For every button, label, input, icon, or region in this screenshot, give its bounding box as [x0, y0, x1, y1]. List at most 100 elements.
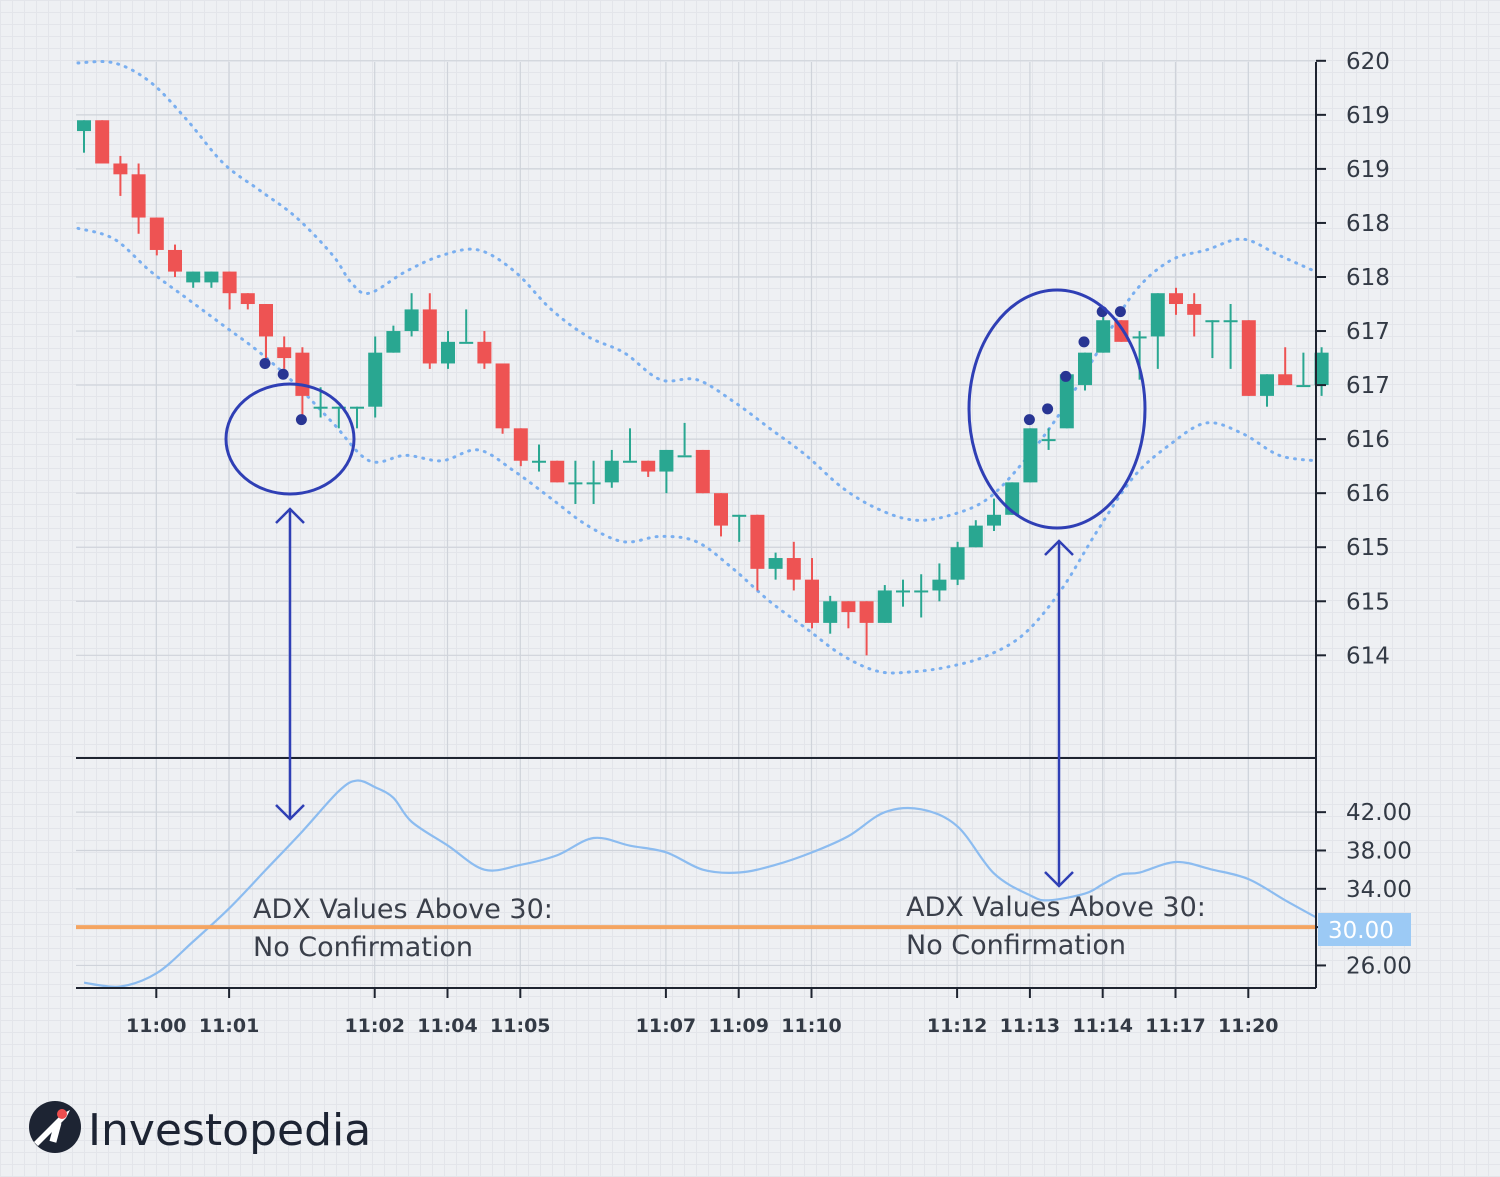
right-note-line2: No Confirmation — [906, 930, 1126, 961]
candle — [259, 304, 273, 359]
candle-body — [641, 460, 656, 472]
signal-markers — [259, 306, 1126, 426]
candle-body — [513, 428, 528, 461]
candle — [368, 336, 383, 418]
candle — [277, 336, 292, 369]
signal-dot — [1078, 336, 1090, 348]
signal-dot — [259, 357, 271, 369]
time-tick-label: 11:05 — [490, 1015, 550, 1037]
right-note-line1: ADX Values Above 30: — [906, 892, 1206, 923]
time-tick-label: 11:01 — [199, 1015, 259, 1037]
lower-band — [76, 226, 1318, 675]
candle — [841, 601, 856, 629]
bollinger-bands — [76, 60, 1318, 675]
candle — [859, 601, 874, 656]
candle — [77, 120, 91, 153]
candle-body — [113, 163, 128, 175]
price-tick-label: 619 — [1346, 157, 1390, 183]
candle-body — [1059, 374, 1074, 429]
price-tick-label: 618 — [1346, 211, 1390, 237]
candle-body — [586, 482, 601, 485]
time-tick-label: 11:13 — [1000, 1015, 1060, 1037]
left-double-arrow — [275, 507, 305, 821]
candle-body — [1078, 352, 1092, 386]
candle — [422, 293, 437, 369]
candle — [1296, 352, 1311, 388]
candle-body — [568, 482, 583, 485]
signal-dot — [1114, 306, 1126, 318]
candle — [1096, 314, 1111, 353]
candle-body — [313, 406, 328, 409]
candle-body — [1260, 374, 1274, 396]
candlestick-series — [77, 120, 1329, 656]
candle-body — [532, 460, 546, 463]
candle-body — [695, 449, 710, 494]
price-axis-ticks: 620 619 619 618 618 617 617 616 616 615 615 614 — [1316, 49, 1390, 669]
candle-body — [750, 514, 765, 569]
threshold-label-text: 30.00 — [1328, 918, 1394, 944]
candle — [1278, 347, 1293, 386]
candle-body — [422, 309, 437, 364]
candle — [968, 520, 983, 548]
right-double-arrow — [1044, 539, 1074, 888]
candle — [441, 331, 455, 369]
candle — [331, 406, 346, 429]
candle — [641, 460, 656, 477]
candle-body — [149, 217, 164, 250]
threshold-label: 30.00 — [1318, 913, 1411, 946]
candle — [113, 155, 128, 196]
candle — [950, 541, 965, 586]
candle — [568, 460, 583, 504]
candle — [1260, 374, 1274, 407]
candle — [714, 493, 728, 537]
price-tick-label: 618 — [1346, 265, 1390, 291]
candle — [932, 563, 947, 602]
candle-body — [1096, 320, 1111, 353]
candle-body — [550, 460, 565, 483]
candle — [532, 444, 546, 472]
adx-tick-label: 38.00 — [1346, 838, 1412, 864]
candle-body — [786, 558, 801, 580]
candle — [914, 574, 929, 618]
candle-body — [95, 120, 110, 164]
price-tick-label: 615 — [1346, 589, 1390, 615]
price-tick-label: 614 — [1346, 643, 1390, 669]
candle — [186, 271, 201, 288]
candle — [459, 309, 474, 344]
candle-body — [732, 514, 747, 517]
candle-body — [204, 271, 219, 283]
candle — [204, 271, 219, 288]
candle — [1187, 293, 1202, 337]
candle — [768, 552, 783, 580]
candle-body — [1169, 293, 1183, 305]
right-highlight-ellipse — [967, 288, 1147, 530]
candle-body — [350, 406, 364, 409]
signal-dot — [1023, 414, 1035, 426]
candle-body — [659, 449, 674, 472]
candle-body — [1205, 320, 1220, 323]
candle — [1114, 320, 1129, 342]
adx-line — [83, 779, 1316, 988]
candle — [386, 325, 401, 353]
candle-body — [823, 601, 838, 623]
candle-body — [386, 331, 401, 353]
chart-axes — [76, 62, 1317, 989]
time-tick-label: 11:20 — [1218, 1015, 1278, 1037]
candle-body — [1114, 320, 1129, 342]
chart-gridlines — [76, 60, 1316, 988]
arrow-head-down — [275, 804, 305, 821]
candle-body — [1223, 320, 1238, 323]
time-tick-label: 11:07 — [636, 1015, 696, 1037]
candle-body — [987, 514, 1001, 526]
price-tick-label: 620 — [1346, 49, 1390, 75]
annotations — [224, 288, 1147, 888]
candle — [877, 585, 892, 623]
candle-body — [896, 590, 910, 593]
candle — [404, 293, 419, 337]
candle-body — [805, 579, 819, 623]
candle-body — [477, 341, 492, 364]
signal-dot — [1042, 403, 1054, 415]
candle — [1023, 428, 1038, 483]
candle — [732, 514, 747, 542]
candle-body — [841, 601, 856, 613]
